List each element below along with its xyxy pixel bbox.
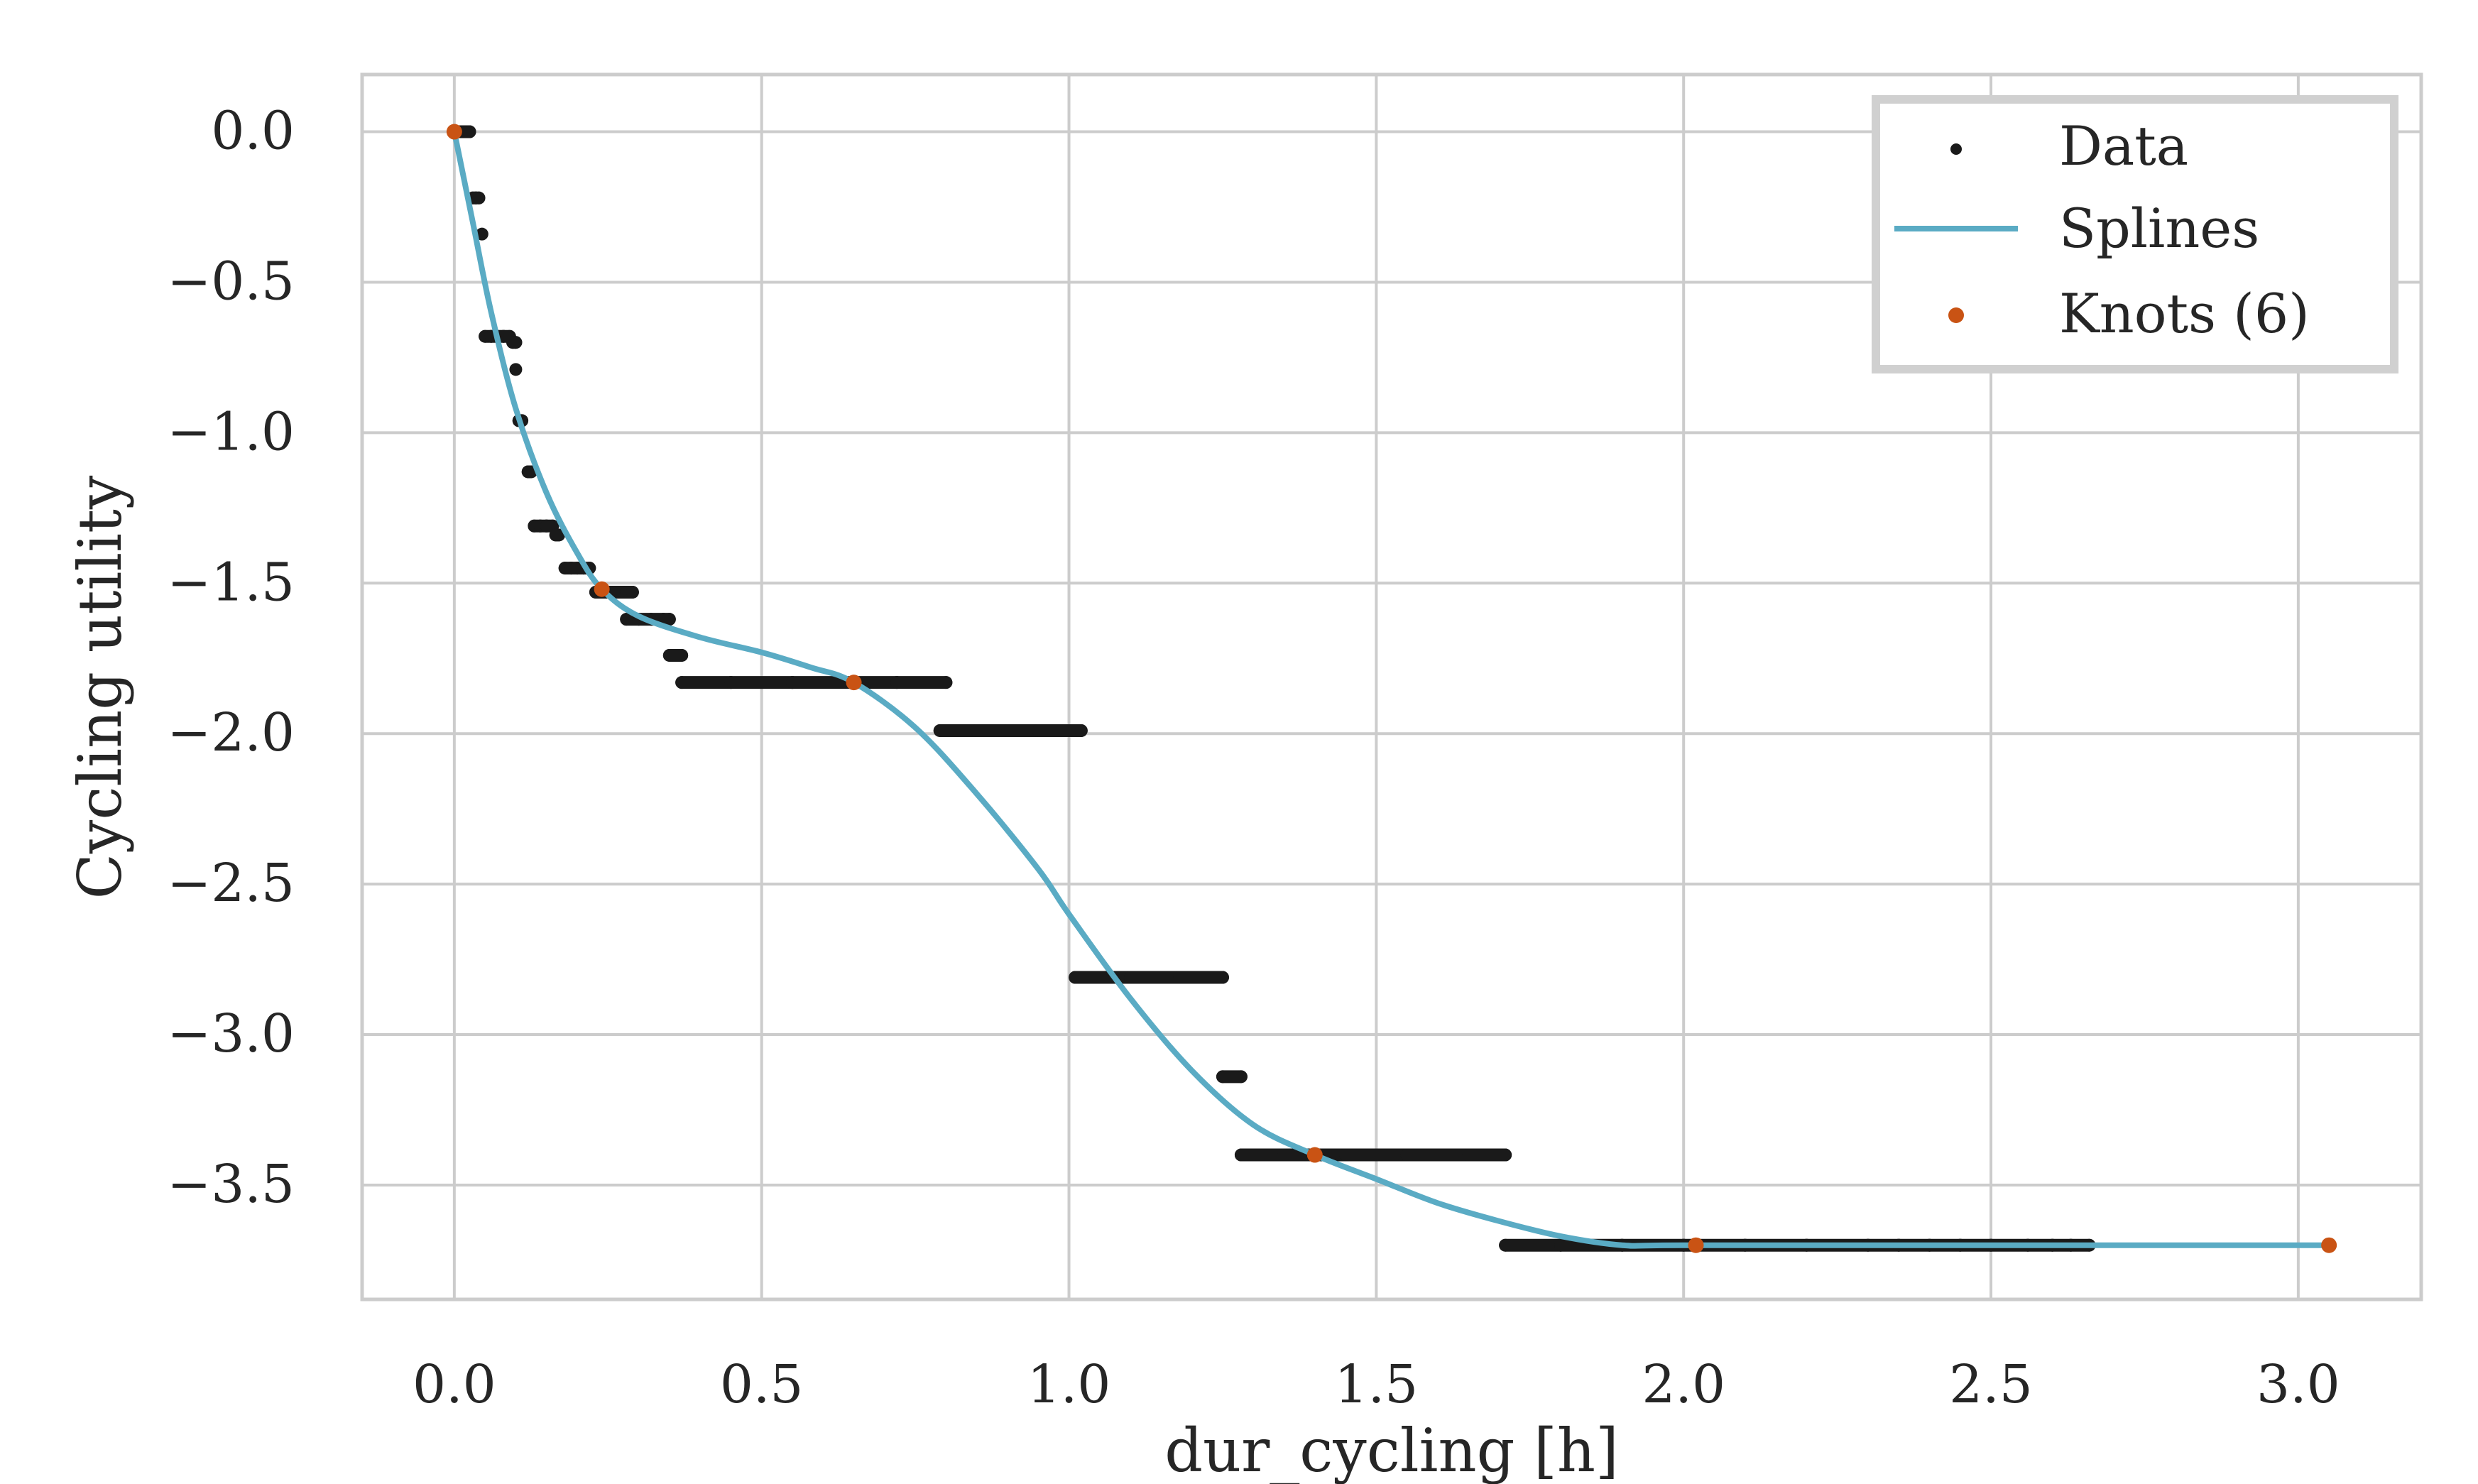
knot-point [1306,1147,1323,1163]
legend-knots-marker [1948,307,1964,323]
data-point [475,227,488,241]
x-tick-label: 0.0 [413,1354,496,1415]
knot-point [846,675,862,691]
y-tick-labels: 0.0 −0.5 −1.0 −1.5 −2.0 −2.5 −3.0 −3.5 [167,101,295,1215]
x-tick-labels: 0.0 0.5 1.0 1.5 2.0 2.5 3.0 [413,1354,2340,1415]
legend-data-marker [1950,143,1962,155]
legend-data-label: Data [2059,114,2188,178]
x-tick-label: 2.5 [1949,1354,2033,1415]
data-point [463,125,476,138]
y-axis-label: Cycling utility [65,475,135,899]
x-tick-label: 3.0 [2256,1354,2340,1415]
data-point [552,528,566,542]
data-point [1499,1148,1512,1162]
data-point [509,363,523,376]
y-tick-label: −1.5 [167,552,295,613]
x-axis-label: dur_cycling [h] [1164,1416,1619,1484]
y-tick-label: −3.0 [167,1003,295,1064]
knot-point [2321,1237,2337,1253]
x-tick-label: 0.5 [720,1354,804,1415]
x-tick-label: 1.5 [1335,1354,1419,1415]
splines-line [451,131,2330,1249]
legend-knots-label: Knots (6) [2059,282,2310,345]
data-point [472,191,486,204]
knot-point [594,581,610,597]
data-point [509,336,523,349]
series-data [454,125,2096,1252]
data-point [1216,971,1229,984]
knot-point [446,124,462,140]
y-tick-label: −2.0 [167,702,295,763]
data-point [675,648,689,662]
data-point [939,676,953,689]
data-point [1074,724,1088,737]
data-point [1234,1070,1248,1084]
x-tick-label: 2.0 [1642,1354,1725,1415]
series-knots [446,124,2337,1253]
data-point [626,585,639,599]
legend: Data Splines Knots (6) [1872,95,2398,373]
y-tick-label: −3.5 [167,1154,295,1215]
y-tick-label: −0.5 [167,251,295,312]
data-point [662,613,676,626]
y-tick-label: −1.0 [167,401,295,462]
legend-box [1872,95,2398,373]
y-tick-label: 0.0 [211,101,295,162]
x-tick-label: 1.0 [1027,1354,1111,1415]
plot-frame [360,72,2423,1302]
y-tick-label: −2.5 [167,853,295,914]
knot-point [1688,1237,1704,1253]
series-splines [451,131,2330,1249]
legend-splines-label: Splines [2059,197,2259,260]
